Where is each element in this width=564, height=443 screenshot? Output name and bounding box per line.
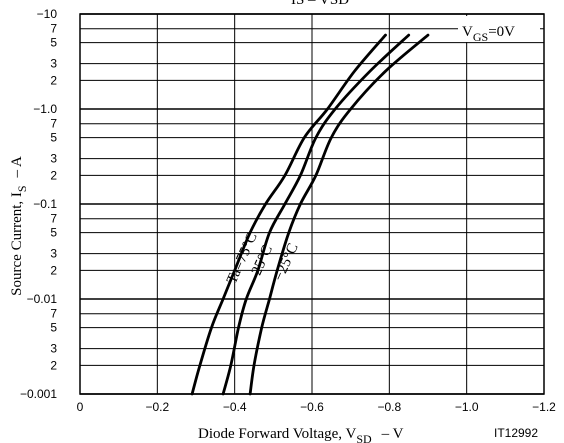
x-tick-label: −0.8: [377, 400, 401, 414]
x-tick-label: 0: [77, 400, 84, 414]
y-tick-label: −1.0: [33, 102, 57, 116]
y-tick-label: 2: [50, 73, 57, 87]
y-tick-label: 2: [50, 168, 57, 182]
y-tick-label: 3: [50, 342, 57, 356]
x-tick-label: −1.0: [455, 400, 479, 414]
y-tick-label: 2: [50, 263, 57, 277]
condition-box-bg: [458, 16, 540, 42]
y-tick-label: 3: [50, 152, 57, 166]
figure-code: IT12992: [494, 426, 538, 440]
y-tick-label: 7: [50, 22, 57, 36]
y-tick-label: 5: [50, 321, 57, 335]
series-25c: [221, 33, 411, 396]
y-tick-label: −0.1: [33, 197, 57, 211]
x-tick-label: −0.2: [145, 400, 169, 414]
y-tick-label: 7: [50, 212, 57, 226]
curve-labels: Ta=75°C25°C−25°C: [224, 230, 302, 286]
y-tick-label: −10: [37, 7, 58, 21]
x-tick-label: −1.2: [532, 400, 556, 414]
y-tick-label: 5: [50, 36, 57, 50]
y-axis-label: Source Current, IS– A: [9, 156, 29, 296]
y-tick-label: −0.001: [20, 387, 57, 401]
x-tick-label: −0.4: [223, 400, 247, 414]
grid: [79, 13, 545, 395]
y-tick-label: 2: [50, 358, 57, 372]
y-tick-label: 5: [50, 226, 57, 240]
curves: [190, 33, 430, 396]
curve-label-minus-25c: −25°C: [271, 241, 302, 284]
y-tick-label: 5: [50, 131, 57, 145]
series-ta-75c: [190, 33, 387, 396]
x-axis-label: Diode Forward Voltage, VSD – V: [198, 426, 404, 443]
chart-title: IS – VSD: [291, 0, 349, 8]
y-tick-label: 7: [50, 307, 57, 321]
series-minus-25c: [248, 33, 430, 396]
condition-label: VGS=0V: [462, 24, 515, 44]
plot-frame: [79, 13, 545, 395]
x-tick-labels: 0 −0.2 −0.4 −0.6 −0.8 −1.0 −1.2: [77, 400, 557, 414]
y-tick-label: −0.01: [27, 292, 58, 306]
y-tick-label: 3: [50, 57, 57, 71]
x-tick-label: −0.6: [300, 400, 324, 414]
y-tick-label: 7: [50, 117, 57, 131]
y-tick-label: 3: [50, 247, 57, 261]
